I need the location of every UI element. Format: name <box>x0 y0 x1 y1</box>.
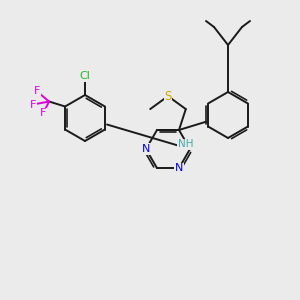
Text: F: F <box>30 100 36 110</box>
Text: NH: NH <box>178 139 193 149</box>
Text: S: S <box>164 90 172 103</box>
Text: N: N <box>175 163 183 173</box>
Text: Cl: Cl <box>80 71 90 81</box>
Text: F: F <box>34 86 40 97</box>
Text: N: N <box>142 144 150 154</box>
Text: F: F <box>40 109 46 118</box>
